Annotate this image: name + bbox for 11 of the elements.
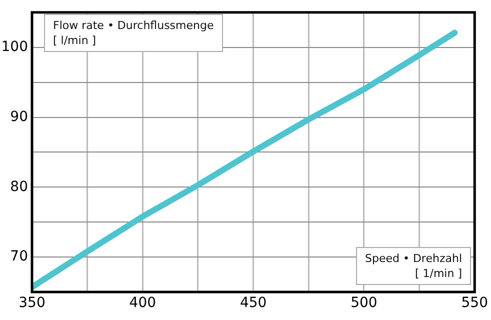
y-tick-label: 90 bbox=[10, 108, 28, 125]
y-tick-label: 80 bbox=[10, 178, 28, 195]
x-tick-label: 450 bbox=[240, 295, 267, 312]
y-axis-title: Flow rate • Durchflussmenge [ l/min ] bbox=[44, 14, 223, 52]
y-tick-label: 100 bbox=[1, 38, 28, 55]
x-axis-title: Speed • Drehzahl [ 1/min ] bbox=[356, 247, 471, 285]
x-tick-label: 550 bbox=[461, 295, 488, 312]
x-tick-label: 400 bbox=[129, 295, 156, 312]
y-tick-label: 70 bbox=[10, 248, 28, 265]
x-tick-label: 500 bbox=[350, 295, 378, 312]
x-tick-label: 350 bbox=[18, 295, 46, 312]
